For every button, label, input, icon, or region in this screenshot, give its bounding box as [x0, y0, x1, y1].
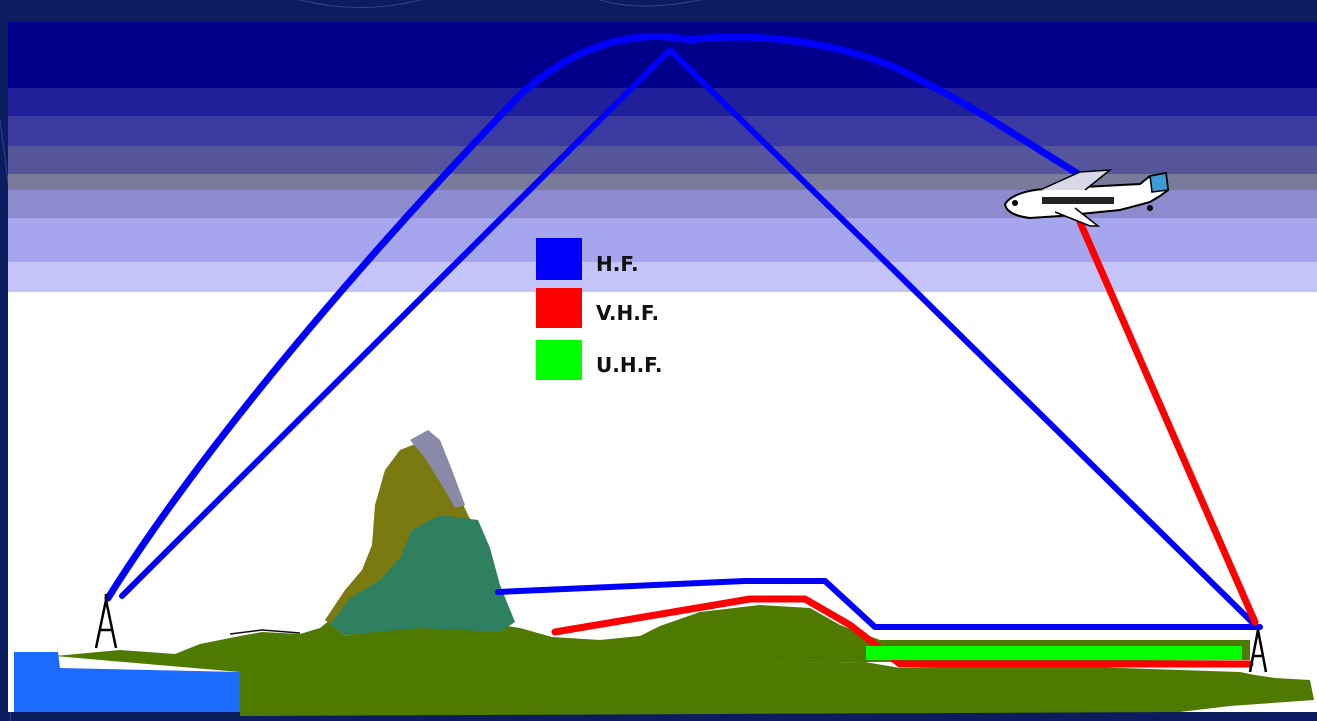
legend-swatch-uhf	[536, 340, 582, 380]
hf-skywave-path-to-aircraft	[104, 33, 1089, 602]
ridge-outline	[229, 629, 301, 635]
legend-label-uhf: U.H.F.	[596, 353, 663, 377]
sky-band-5	[8, 174, 1317, 190]
sky	[8, 22, 1317, 712]
hf-groundwave-path	[495, 578, 1263, 630]
legend-item-hf: H.F.	[536, 238, 639, 280]
legend-label-hf: H.F.	[596, 252, 639, 276]
water-body	[14, 652, 240, 712]
legend-item-uhf: U.H.F.	[536, 340, 663, 380]
main-landmass	[240, 662, 1314, 716]
propagation-paths	[104, 33, 1263, 668]
sky-band-4	[8, 146, 1317, 174]
vhf-ground-path	[551, 595, 1254, 668]
right-antenna-tower-icon	[1248, 629, 1268, 673]
vhf-line-of-sight-path	[1076, 218, 1259, 626]
mountain-peak	[410, 430, 465, 508]
left-landmass	[55, 605, 880, 672]
left-antenna-tower-icon	[94, 594, 118, 649]
sky-band-2	[8, 88, 1317, 116]
legend-label-vhf: V.H.F.	[596, 301, 659, 325]
legend-swatch-hf	[536, 238, 582, 280]
legend-swatch-vhf	[536, 288, 582, 328]
legend: H.F. V.H.F. U.H.F.	[536, 238, 663, 380]
uhf-ground-path	[866, 646, 1242, 660]
hf-skywave-path-to-tower	[119, 47, 1258, 628]
legend-item-vhf: V.H.F.	[536, 288, 659, 328]
sky-band-7	[8, 218, 1317, 262]
aircraft-icon	[1003, 169, 1170, 227]
sky-band-3	[8, 116, 1317, 146]
sky-band-8	[8, 262, 1317, 292]
mountain-slope-green	[330, 515, 515, 635]
